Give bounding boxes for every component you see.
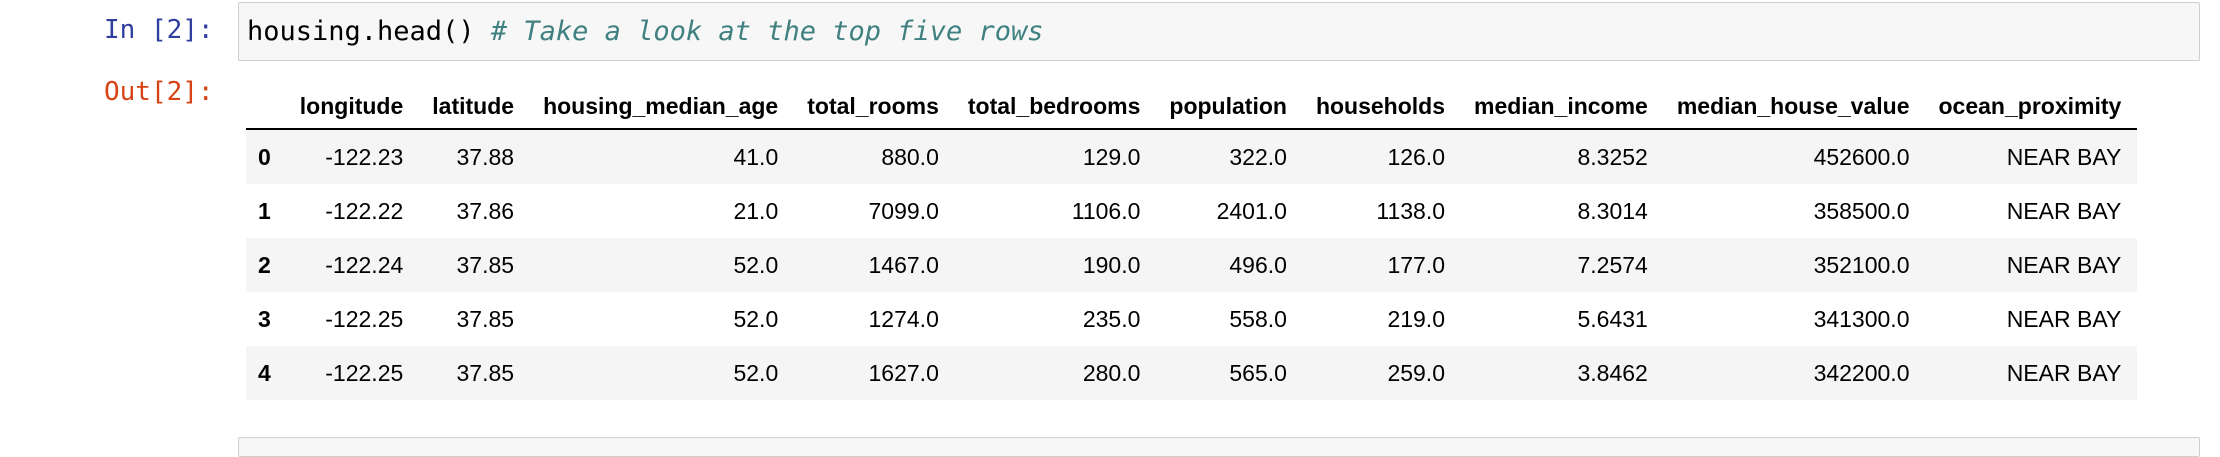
cell-housing-median-age: 52.0 bbox=[733, 305, 779, 332]
column-header-median-house-value: median_house_value bbox=[1663, 84, 1926, 130]
table-header-row: longitude latitude housing_median_age to… bbox=[246, 84, 2138, 130]
column-header-housing-median-age: housing_median_age bbox=[530, 84, 795, 130]
table-row: 4 -122.25 37.85 52.0 1627.0 280.0 565.0 … bbox=[246, 346, 2138, 400]
column-header-total-rooms: total_rooms bbox=[794, 84, 955, 130]
cell-population: 565.0 bbox=[1229, 359, 1287, 386]
cell-median-house-value: 341300.0 bbox=[1813, 305, 1910, 332]
cell-latitude: 37.88 bbox=[456, 143, 515, 170]
cell-households: 259.0 bbox=[1387, 359, 1445, 386]
table-row: 3 -122.25 37.85 52.0 1274.0 235.0 558.0 … bbox=[246, 292, 2138, 346]
dataframe-table: longitude latitude housing_median_age to… bbox=[246, 84, 2138, 400]
table-row: 1 -122.22 37.86 21.0 7099.0 1106.0 2401.… bbox=[246, 184, 2138, 238]
table-row: 2 -122.24 37.85 52.0 1467.0 190.0 496.0 … bbox=[246, 238, 2138, 292]
code-input-area[interactable]: housing.head() # Take a look at the top … bbox=[238, 2, 2200, 61]
next-code-cell[interactable] bbox=[238, 437, 2200, 457]
cell-total-bedrooms: 1106.0 bbox=[1071, 197, 1141, 224]
cell-total-bedrooms: 235.0 bbox=[1082, 305, 1141, 332]
cell-ocean-proximity: NEAR BAY bbox=[2006, 251, 2122, 278]
column-header-latitude: latitude bbox=[419, 84, 531, 130]
row-index: 4 bbox=[258, 359, 271, 386]
cell-longitude: -122.25 bbox=[325, 359, 404, 386]
cell-housing-median-age: 21.0 bbox=[733, 197, 779, 224]
code-line[interactable]: housing.head() # Take a look at the top … bbox=[247, 16, 1044, 48]
cell-total-bedrooms: 190.0 bbox=[1082, 251, 1141, 278]
cell-population: 322.0 bbox=[1229, 143, 1287, 170]
column-header-median-income: median_income bbox=[1461, 84, 1664, 130]
column-header-longitude: longitude bbox=[286, 84, 420, 130]
cell-longitude: -122.22 bbox=[325, 197, 404, 224]
cell-households: 1138.0 bbox=[1376, 197, 1445, 224]
cell-latitude: 37.85 bbox=[456, 359, 515, 386]
cell-ocean-proximity: NEAR BAY bbox=[2006, 305, 2122, 332]
code-text: housing.head() bbox=[247, 16, 491, 47]
cell-ocean-proximity: NEAR BAY bbox=[2006, 143, 2122, 170]
cell-median-income: 8.3252 bbox=[1577, 143, 1648, 170]
input-prompt: In [2]: bbox=[104, 15, 214, 45]
cell-total-rooms: 7099.0 bbox=[868, 197, 939, 224]
cell-median-house-value: 342200.0 bbox=[1813, 359, 1910, 386]
cell-median-income: 5.6431 bbox=[1577, 305, 1648, 332]
cell-housing-median-age: 41.0 bbox=[733, 143, 779, 170]
cell-median-income: 7.2574 bbox=[1577, 251, 1648, 278]
index-header bbox=[246, 84, 287, 130]
cell-ocean-proximity: NEAR BAY bbox=[2006, 359, 2122, 386]
cell-population: 2401.0 bbox=[1216, 197, 1287, 224]
cell-median-income: 8.3014 bbox=[1577, 197, 1648, 224]
cell-households: 219.0 bbox=[1387, 305, 1445, 332]
row-index: 1 bbox=[258, 197, 271, 224]
column-header-ocean-proximity: ocean_proximity bbox=[1925, 84, 2138, 130]
cell-ocean-proximity: NEAR BAY bbox=[2006, 197, 2122, 224]
cell-median-house-value: 352100.0 bbox=[1813, 251, 1910, 278]
cell-households: 177.0 bbox=[1387, 251, 1445, 278]
row-index: 0 bbox=[258, 143, 271, 170]
column-header-households: households bbox=[1302, 84, 1461, 130]
cell-total-bedrooms: 280.0 bbox=[1082, 359, 1141, 386]
cell-median-house-value: 452600.0 bbox=[1813, 143, 1910, 170]
cell-total-rooms: 1274.0 bbox=[868, 305, 939, 332]
cell-housing-median-age: 52.0 bbox=[733, 251, 779, 278]
output-prompt: Out[2]: bbox=[104, 77, 214, 107]
cell-median-house-value: 358500.0 bbox=[1813, 197, 1910, 224]
cell-total-rooms: 1467.0 bbox=[868, 251, 939, 278]
cell-latitude: 37.85 bbox=[456, 305, 515, 332]
cell-households: 126.0 bbox=[1387, 143, 1445, 170]
cell-housing-median-age: 52.0 bbox=[733, 359, 779, 386]
row-index: 3 bbox=[258, 305, 271, 332]
cell-median-income: 3.8462 bbox=[1577, 359, 1648, 386]
cell-longitude: -122.25 bbox=[325, 305, 404, 332]
cell-latitude: 37.86 bbox=[456, 197, 515, 224]
code-comment: # Take a look at the top five rows bbox=[490, 16, 1044, 47]
cell-total-rooms: 880.0 bbox=[881, 143, 939, 170]
row-index: 2 bbox=[258, 251, 271, 278]
cell-population: 496.0 bbox=[1229, 251, 1287, 278]
column-header-population: population bbox=[1156, 84, 1303, 130]
cell-total-rooms: 1627.0 bbox=[868, 359, 939, 386]
cell-longitude: -122.23 bbox=[325, 143, 404, 170]
column-header-total-bedrooms: total_bedrooms bbox=[954, 84, 1157, 130]
table-row: 0 -122.23 37.88 41.0 880.0 129.0 322.0 1… bbox=[246, 129, 2138, 184]
cell-longitude: -122.24 bbox=[325, 251, 404, 278]
cell-latitude: 37.85 bbox=[456, 251, 515, 278]
cell-total-bedrooms: 129.0 bbox=[1082, 143, 1141, 170]
cell-population: 558.0 bbox=[1229, 305, 1287, 332]
